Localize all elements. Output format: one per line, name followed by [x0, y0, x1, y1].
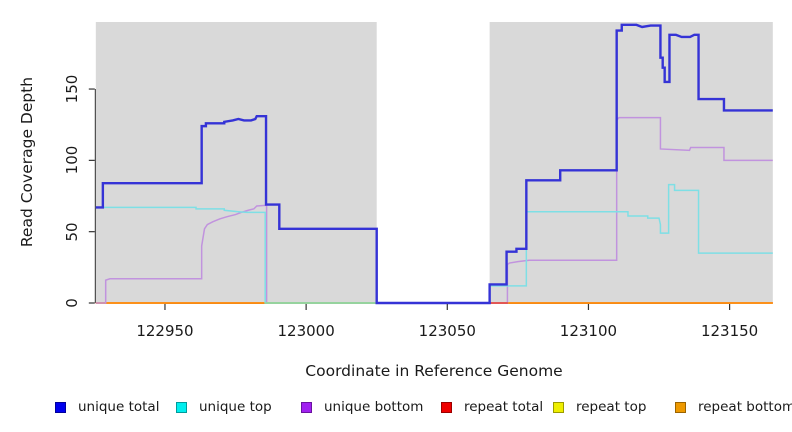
- plot-region-1: [489, 22, 773, 303]
- x-tick-label: 123050: [418, 322, 476, 340]
- legend: unique total unique top unique bottom re…: [0, 398, 792, 420]
- series-line-unique-total: [95, 23, 773, 305]
- repeat-bottom-swatch-icon: [675, 401, 686, 413]
- series-line-unique-bottom: [95, 116, 773, 304]
- repeat-top-swatch-icon: [553, 401, 564, 413]
- x-tick-label: 123150: [700, 322, 759, 340]
- legend-item-repeat-bottom: repeat bottom: [675, 398, 792, 416]
- y-tick-label: 150: [63, 74, 81, 104]
- x-tick-label: 123000: [277, 322, 335, 340]
- y-tick-label: 50: [63, 222, 81, 242]
- unique-top-swatch-icon: [176, 401, 187, 413]
- y-tick-label: 100: [63, 146, 81, 175]
- legend-item-repeat-top: repeat top: [553, 398, 646, 416]
- y-tick-label: 0: [63, 298, 81, 308]
- legend-item-unique-bottom: unique bottom: [301, 398, 423, 416]
- unique-total-swatch-icon: [55, 401, 66, 413]
- series-line-unique-top: [95, 183, 773, 304]
- repeat-total-swatch-icon: [441, 401, 452, 413]
- legend-item-unique-total: unique total: [55, 398, 159, 416]
- legend-item-repeat-total: repeat total: [441, 398, 543, 416]
- plot-region-0: [95, 22, 377, 303]
- x-tick-label: 123100: [559, 322, 618, 340]
- x-axis-title: Coordinate in Reference Genome: [305, 362, 563, 380]
- y-axis-title: Read Coverage Depth: [18, 76, 36, 248]
- x-tick-label: 122950: [136, 322, 194, 340]
- legend-item-unique-top: unique top: [176, 398, 272, 416]
- unique-bottom-swatch-icon: [301, 401, 312, 413]
